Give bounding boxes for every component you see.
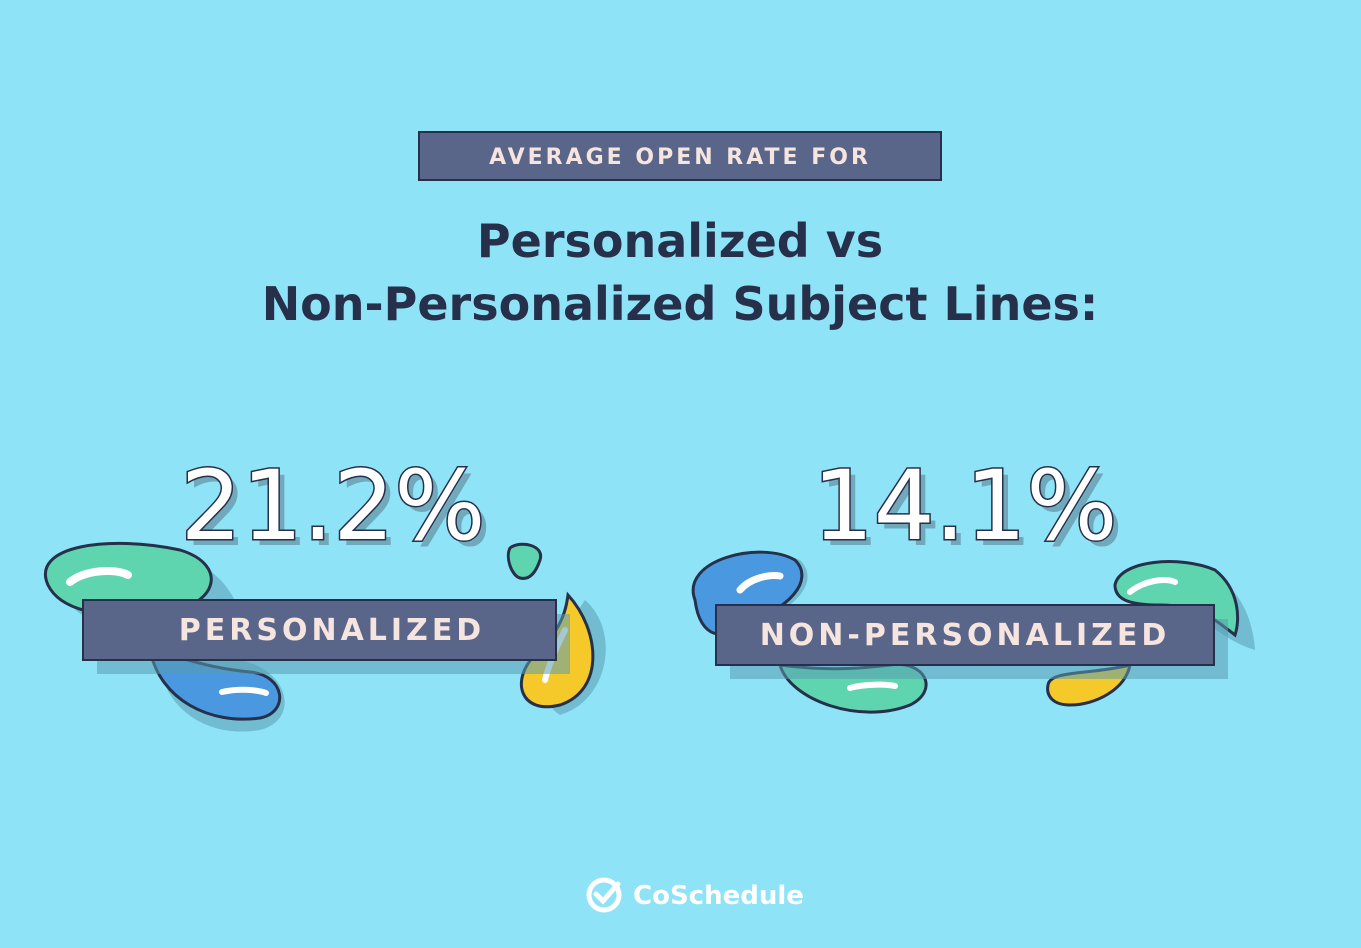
tag-text: AVERAGE OPEN RATE FOR xyxy=(489,145,871,170)
stat-shadow: 14.1% xyxy=(819,456,1124,568)
left-decoration xyxy=(44,541,606,732)
logo: CoSchedule xyxy=(586,877,804,913)
title-line: Non-Personalized Subject Lines: xyxy=(262,277,1099,331)
stat-value: 14.1% xyxy=(813,450,1118,562)
banner xyxy=(82,599,557,661)
right-decoration xyxy=(691,550,1255,714)
stat-label: PERSONALIZED xyxy=(179,613,485,648)
stat-value: 21.2% xyxy=(181,450,486,562)
brand: CoSchedule xyxy=(633,881,804,911)
tag-box xyxy=(418,131,942,181)
stat-shadow: 21.2% xyxy=(187,456,492,568)
banner xyxy=(715,604,1215,666)
title-line: Personalized vs xyxy=(477,214,883,268)
stat-label: NON-PERSONALIZED xyxy=(760,618,1171,653)
